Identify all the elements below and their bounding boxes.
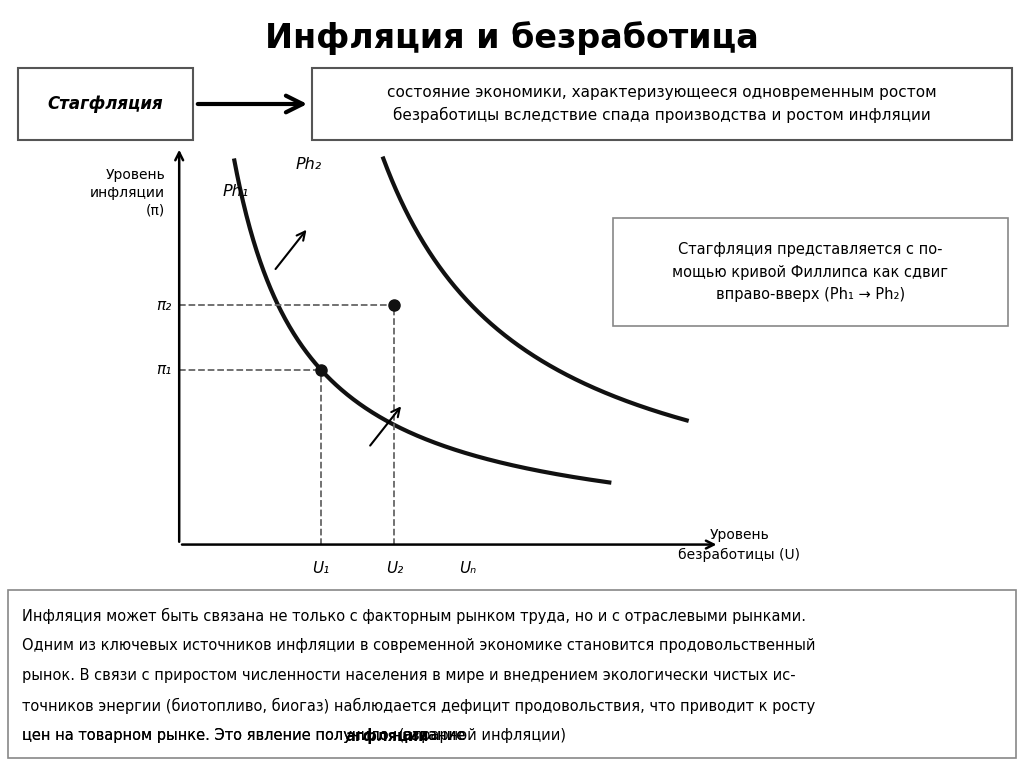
Text: состояние экономики, характеризующееся одновременным ростом
безработицы вследств: состояние экономики, характеризующееся о… [387,85,937,123]
Text: рынок. В связи с приростом численности населения в мире и внедрением экологическ: рынок. В связи с приростом численности н… [22,668,796,683]
Text: Одним из ключевых источников инфляции в современной экономике становится продово: Одним из ключевых источников инфляции в … [22,638,815,653]
Text: безработицы (U): безработицы (U) [678,548,801,561]
Text: π₂: π₂ [156,298,171,313]
Text: Уровень: Уровень [710,528,769,542]
Text: π₁: π₁ [156,363,171,377]
Text: инфляции: инфляции [90,186,165,200]
Text: Инфляция может быть связана не только с факторным рынком труда, но и с отраслевы: Инфляция может быть связана не только с … [22,608,806,624]
Text: цен на товарном рынке. Это явление получило название: цен на товарном рынке. Это явление получ… [22,728,470,743]
FancyBboxPatch shape [613,218,1008,326]
Text: (π): (π) [146,204,165,218]
Text: Ph₂: Ph₂ [295,157,322,173]
FancyBboxPatch shape [8,590,1016,758]
Text: Уровень: Уровень [105,168,165,182]
FancyBboxPatch shape [312,68,1012,140]
Text: Стагфляция представляется с по-
мощью кривой Филлипса как сдвиг
вправо-вверх (Ph: Стагфляция представляется с по- мощью кр… [673,242,948,302]
Text: агфляции: агфляции [345,728,429,744]
Text: (аграрной инфляции): (аграрной инфляции) [394,728,566,743]
Text: Uₙ: Uₙ [459,561,476,575]
Text: U₁: U₁ [312,561,330,575]
Text: цен на товарном рынке. Это явление получило название: цен на товарном рынке. Это явление получ… [22,728,470,743]
Text: точников энергии (биотопливо, биогаз) наблюдается дефицит продовольствия, что пр: точников энергии (биотопливо, биогаз) на… [22,698,815,714]
FancyBboxPatch shape [18,68,193,140]
Text: Стагфляция: Стагфляция [48,95,163,113]
Text: U₂: U₂ [386,561,402,575]
Text: Ph₁: Ph₁ [222,184,249,199]
Text: Инфляция и безработица: Инфляция и безработица [265,21,759,55]
